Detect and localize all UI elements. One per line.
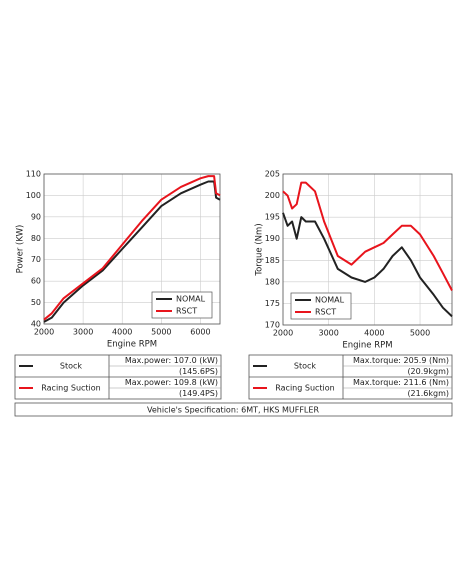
x-axis-label: Engine RPM (107, 340, 157, 350)
table-alt: (21.6kgm) (407, 389, 449, 398)
x-tick-label: 3000 (73, 328, 93, 337)
y-tick-label: 80 (31, 234, 41, 243)
y-tick-label: 60 (31, 277, 41, 286)
data-line (43, 175, 221, 321)
x-tick-label: 4000 (112, 328, 132, 337)
specification: Vehicle's Specification: 6MT, HKS MUFFLE… (147, 406, 319, 415)
y-tick-label: 195 (265, 213, 280, 222)
legend-box (151, 291, 213, 319)
spec-box (14, 402, 453, 417)
table-max: Max.torque: 205.9 (Nm) (353, 356, 449, 365)
table-alt: (145.6PS) (179, 367, 218, 376)
x-tick-label: 5000 (151, 328, 171, 337)
y-tick-label: 100 (26, 191, 41, 200)
x-tick-label: 4000 (364, 329, 384, 338)
table-max: Max.power: 109.8 (kW) (125, 378, 218, 387)
plot-frame (43, 173, 221, 325)
y-tick-label: 180 (265, 277, 280, 286)
table-alt: (20.9kgm) (407, 367, 449, 376)
y-tick-label: 40 (31, 320, 41, 329)
y-tick-label: 170 (265, 321, 280, 330)
plot-frame (282, 173, 453, 326)
legend-box (290, 292, 352, 320)
table-name: Stock (60, 362, 83, 371)
legend-label: RSCT (176, 307, 197, 316)
legend-label: RSCT (315, 308, 336, 317)
y-tick-label: 205 (265, 170, 280, 179)
y-tick-label: 200 (265, 191, 280, 200)
data-line (282, 212, 453, 318)
x-tick-label: 3000 (318, 329, 338, 338)
legend-label: NOMAL (315, 296, 345, 305)
y-axis-label: Torque (Nm) (255, 223, 265, 276)
legend-label: NOMAL (176, 295, 206, 304)
x-tick-label: 2000 (273, 329, 293, 338)
table-alt: (149.4PS) (179, 389, 218, 398)
y-tick-label: 190 (265, 234, 280, 243)
y-tick-label: 50 (31, 298, 41, 307)
x-tick-label: 6000 (190, 328, 210, 337)
data-line (43, 180, 221, 323)
y-tick-label: 185 (265, 256, 280, 265)
x-tick-label: 5000 (410, 329, 430, 338)
y-tick-label: 175 (265, 299, 280, 308)
x-axis-label: Engine RPM (342, 341, 392, 351)
table-name: Racing Suction (41, 384, 100, 393)
table-max: Max.power: 107.0 (kW) (125, 356, 218, 365)
x-tick-label: 2000 (34, 328, 54, 337)
y-axis-label: Power (KW) (16, 225, 26, 274)
table-max: Max.torque: 211.6 (Nm) (353, 378, 449, 387)
y-tick-label: 90 (31, 212, 41, 221)
data-line (282, 181, 453, 291)
table-name: Racing Suction (275, 384, 334, 393)
y-tick-label: 110 (26, 170, 41, 179)
table-name: Stock (294, 362, 317, 371)
y-tick-label: 70 (31, 255, 41, 264)
